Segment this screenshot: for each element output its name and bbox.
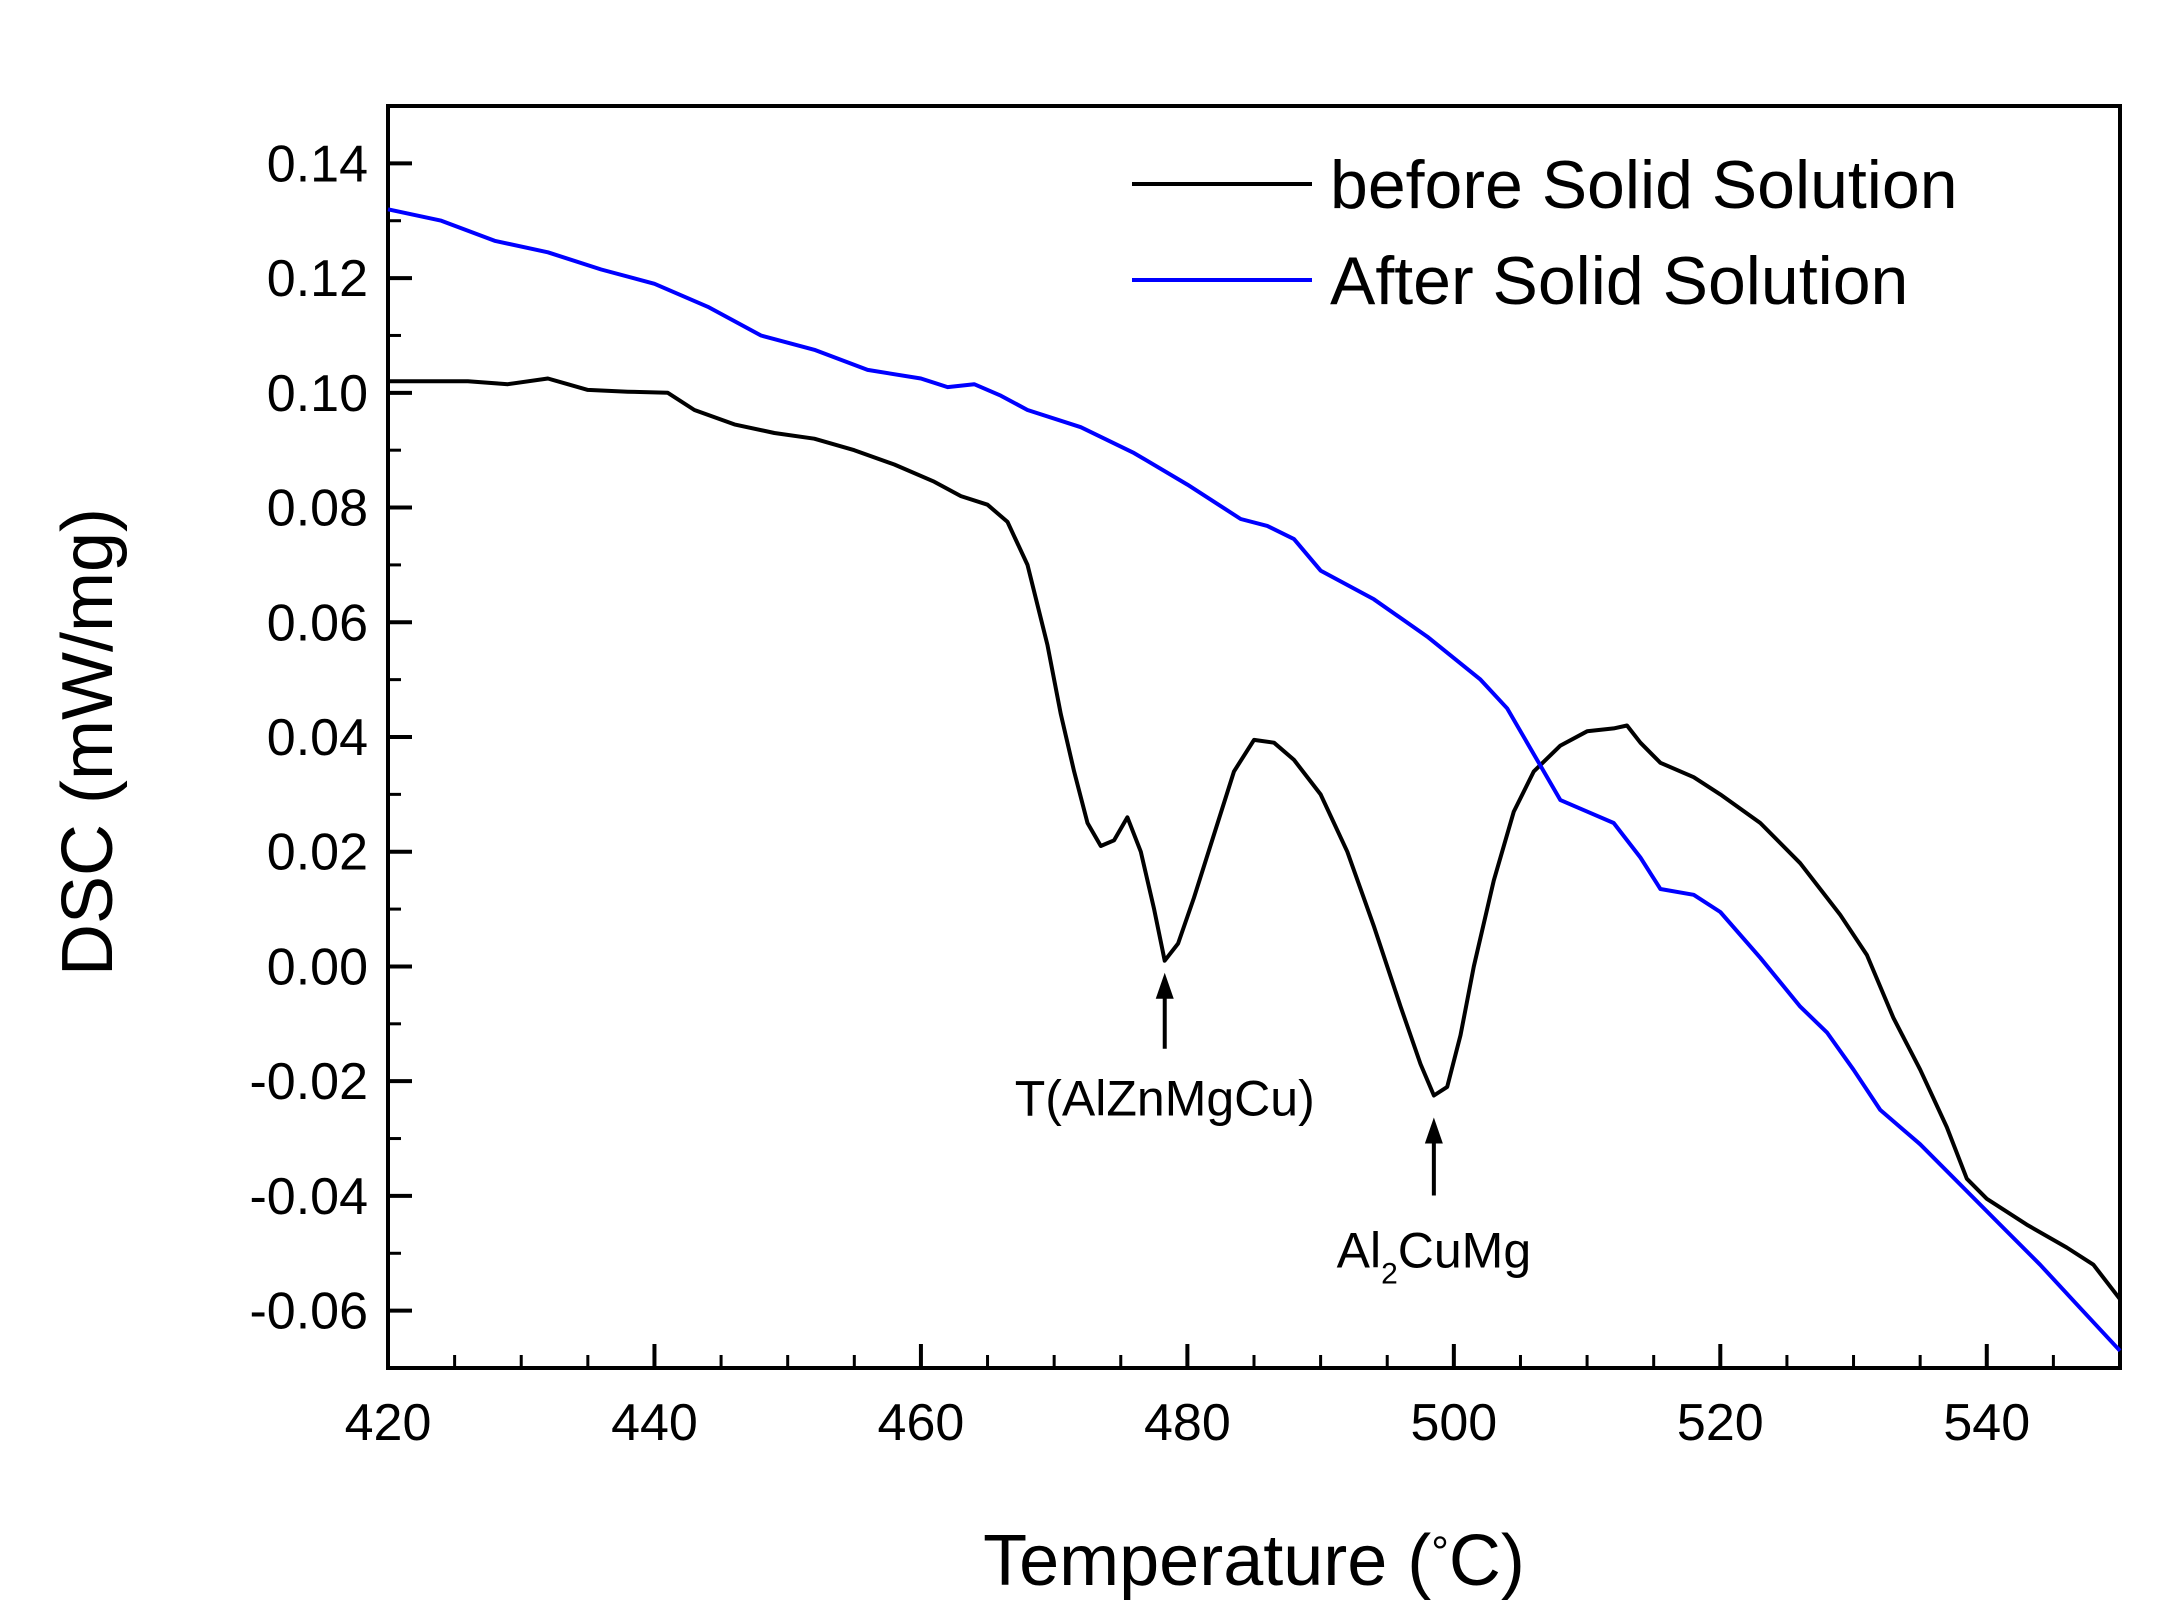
y-tick-label: -0.02: [249, 1053, 368, 1111]
x-tick-label: 520: [1677, 1394, 1764, 1452]
x-tick-label: 540: [1943, 1394, 2030, 1452]
y-tick-labels: -0.06 -0.04 -0.02 0.00 0.02 0.04 0.06 0.08 0.10 0…: [249, 135, 368, 1340]
annotations: T(AlZnMgCu) Al2CuMg: [1015, 972, 1532, 1291]
x-tick-label: 460: [878, 1394, 965, 1452]
series-line-before-solid-solution: [388, 376, 2122, 1301]
annotation-s-phase: Al2CuMg: [1337, 1223, 1532, 1291]
y-tick-label: -0.06: [249, 1283, 368, 1341]
arrow-head-s-phase: [1424, 1117, 1443, 1144]
arrow-head-t-phase: [1155, 972, 1174, 999]
x-tick-label: 420: [345, 1394, 432, 1452]
y-tick-label: -0.04: [249, 1168, 368, 1226]
y-tick-label: 0.14: [267, 135, 368, 193]
annotation-t-phase: T(AlZnMgCu): [1015, 1071, 1315, 1127]
legend-label-before: before Solid Solution: [1330, 147, 1958, 223]
legend: before Solid Solution After Solid Soluti…: [1132, 147, 1958, 319]
series-line-after-solid-solution: [387, 207, 2122, 1353]
x-tick-label: 480: [1144, 1394, 1231, 1452]
y-tick-label: 0.08: [267, 480, 368, 538]
x-axis-title: Temperature (°C): [983, 1521, 1525, 1601]
y-tick-label: 0.04: [267, 709, 368, 767]
x-tick-label: 500: [1410, 1394, 1497, 1452]
x-tick-label: 440: [611, 1394, 698, 1452]
y-tick-label: 0.00: [267, 938, 368, 996]
x-tick-labels: 420 440 460 480 500 520 540: [345, 1394, 2031, 1452]
series-lines: [387, 207, 2122, 1353]
degree-symbol: °: [1431, 1528, 1449, 1577]
y-tick-label: 0.12: [267, 250, 368, 308]
axis-ticks: [386, 161, 2055, 1368]
legend-label-after: After Solid Solution: [1330, 243, 1908, 319]
y-tick-label: 0.02: [267, 824, 368, 882]
y-tick-label: 0.06: [267, 594, 368, 652]
y-tick-label: 0.10: [267, 365, 368, 423]
y-axis-title: DSC (mW/mg): [48, 508, 128, 976]
